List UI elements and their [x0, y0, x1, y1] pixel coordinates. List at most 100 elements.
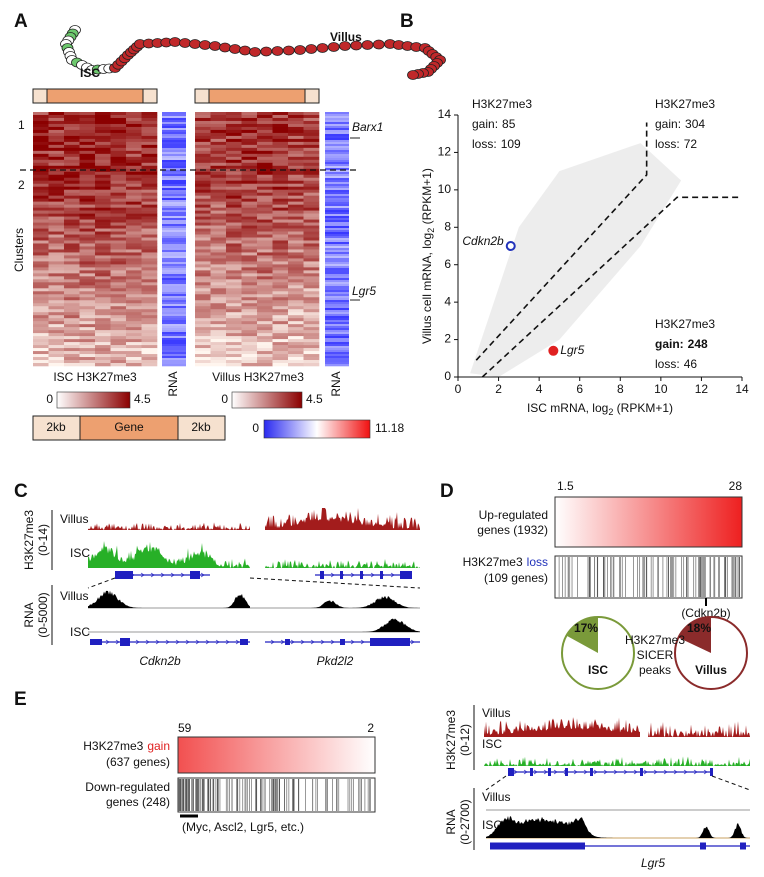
heatmap-cell — [272, 153, 289, 158]
heatmap-cell — [257, 120, 273, 125]
heatmap-cell — [33, 300, 49, 304]
heatmap-cell — [141, 180, 158, 185]
heatmap-cell — [226, 237, 242, 241]
heatmap-cell — [241, 114, 258, 119]
rna-cell — [325, 214, 349, 217]
rna-cell — [162, 122, 186, 125]
heatmap-cell — [141, 342, 158, 346]
heatmap-cell — [141, 264, 158, 268]
heatmap-cell — [33, 294, 49, 298]
rna-cell — [325, 174, 349, 177]
heatmap-cell — [141, 192, 158, 196]
heatmap-cell — [48, 117, 65, 122]
heatmap-cell — [126, 360, 142, 364]
y-tick-label: 10 — [438, 182, 452, 196]
heatmap-cell — [126, 147, 142, 152]
y-tick-label: 6 — [444, 257, 451, 271]
heatmap-cell — [303, 354, 320, 358]
heatmap-cell — [33, 267, 49, 271]
exon — [90, 639, 102, 645]
strand-arrow — [673, 769, 678, 775]
strand-arrow — [115, 639, 120, 645]
cell — [239, 45, 251, 56]
heatmap-cell — [210, 150, 227, 155]
heatmap-cell — [64, 144, 80, 149]
heatmap-cell — [241, 300, 258, 304]
heatmap-cell — [195, 255, 211, 259]
signal-track — [88, 522, 250, 530]
heatmap-cell — [110, 303, 127, 307]
rna-cell — [325, 272, 349, 275]
rna-cell — [325, 190, 349, 193]
heatmap-cell — [195, 240, 211, 244]
heatmap-cell — [79, 306, 96, 310]
heatmap-cell — [257, 324, 273, 328]
heatmap-cell — [241, 246, 258, 250]
heatmap-cell — [195, 333, 211, 337]
heatmap-cell — [257, 267, 273, 271]
heatmap-cell — [33, 258, 49, 262]
heatmap-cell — [257, 201, 273, 205]
heatmap-cell — [195, 195, 211, 199]
heatmap-cell — [48, 180, 65, 185]
rna-cell — [325, 146, 349, 149]
heatmap-cell — [64, 117, 80, 122]
heatmap-cell — [257, 234, 273, 238]
strand-arrow — [533, 769, 538, 775]
heatmap-cell — [288, 345, 304, 349]
pie-value-label: 17% — [574, 621, 598, 635]
heatmap-cell — [95, 318, 111, 322]
heatmap-cell — [141, 324, 158, 328]
rna-cell — [325, 200, 349, 203]
heatmap-cell — [48, 204, 65, 208]
heatmap-cell — [210, 336, 227, 340]
heatmap-cell — [79, 348, 96, 352]
strand-arrow — [370, 572, 375, 578]
heatmap-cell — [48, 237, 65, 241]
rna-cell — [162, 312, 186, 315]
heatmap-cell — [79, 132, 96, 137]
heatmap-cell — [257, 279, 273, 283]
heatmap-cell — [95, 312, 111, 316]
heatmap-cell — [110, 141, 127, 146]
heatmap-cell — [241, 267, 258, 271]
strand-arrow — [205, 639, 210, 645]
panel-letter: E — [14, 689, 27, 710]
heatmap-cell — [257, 114, 273, 119]
rna-cell — [325, 238, 349, 241]
rna-cell — [162, 314, 186, 317]
heatmap-cell — [33, 312, 49, 316]
heatmap-cell — [126, 120, 142, 125]
heatmap-cell — [79, 225, 96, 229]
heatmap-cell — [48, 177, 65, 182]
heatmap-cell — [79, 174, 96, 179]
heatmap-cell — [257, 249, 273, 253]
colorbar — [231, 391, 303, 409]
heatmap-cell — [110, 312, 127, 316]
strand-arrow — [360, 639, 365, 645]
rna-cell — [325, 362, 349, 365]
rna-cell — [325, 220, 349, 223]
heatmap-cell — [241, 228, 258, 232]
heatmap-cell — [303, 264, 320, 268]
heatmap-cell — [226, 354, 242, 358]
heatmap-cell — [272, 150, 289, 155]
heatmap-cell — [195, 303, 211, 307]
heatmap-cell — [257, 132, 273, 137]
rna-cell — [162, 250, 186, 253]
heatmap-cell — [141, 270, 158, 274]
rna-cell — [162, 272, 186, 275]
heatmap-cell — [95, 351, 111, 355]
rna-cell — [325, 148, 349, 151]
heatmap-cell — [226, 318, 242, 322]
rna-cell — [162, 182, 186, 185]
heatmap-cell — [288, 255, 304, 259]
heatmap-cell — [79, 261, 96, 265]
heatmap-cell — [64, 351, 80, 355]
heatmap-cell — [141, 354, 158, 358]
heatmap-cell — [33, 363, 49, 367]
cell — [209, 41, 221, 51]
heatmap-cell — [79, 309, 96, 313]
heatmap-cell — [195, 147, 211, 152]
row-label-part: Down-regulated — [85, 780, 170, 794]
